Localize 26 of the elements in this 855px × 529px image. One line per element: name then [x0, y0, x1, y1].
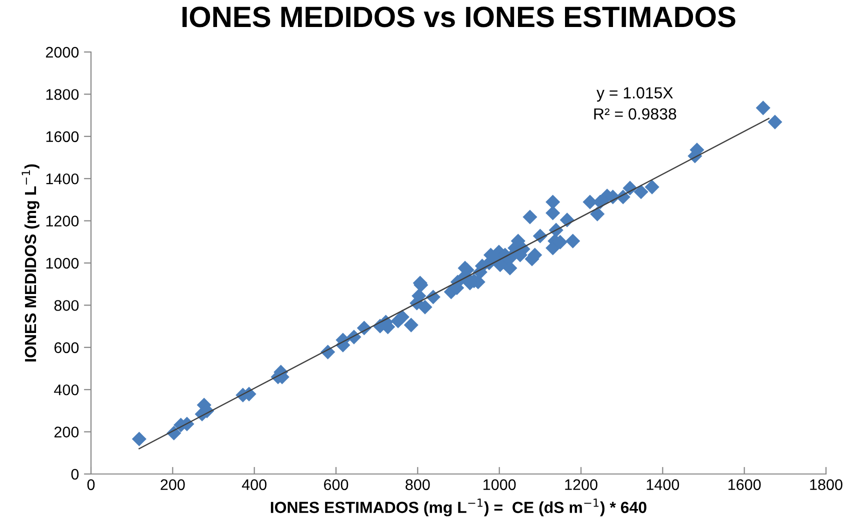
x-tick-label: 800 [406, 479, 430, 490]
x-tick-label: 1600 [728, 479, 761, 490]
y-tick-label: 400 [54, 384, 79, 396]
y-tick-label: 1600 [46, 131, 79, 142]
annotation: R² = 0.9838 [594, 108, 676, 120]
y-tick-label: 1200 [46, 216, 79, 226]
x-axis-title: IONES ESTIMADOS (mg L$^{−1}$) = CE (dS m$^{−1}$) * 640 [270, 498, 646, 516]
x-tick-label: 1200 [565, 479, 598, 490]
y-tick-label: 800 [54, 300, 79, 311]
chart-title: IONES MEDIDOS vs IONES ESTIMADOS [182, 6, 736, 28]
x-tick-label: 400 [242, 479, 266, 490]
y-axis-title: IONES MEDIDOS (mg L$^{−1}$) [22, 164, 40, 362]
x-tick-label: 0 [87, 479, 95, 490]
x-tick-label: 1000 [484, 479, 516, 490]
x-tick-label: 1800 [810, 479, 842, 490]
y-tick-label: 1000 [46, 258, 79, 269]
y-tick-label: 1800 [46, 89, 79, 100]
y-tick-label: 0 [71, 468, 79, 480]
y-tick-label: 1400 [46, 173, 79, 184]
annotation: y = 1.015X [596, 87, 673, 102]
y-tick-label: 200 [54, 426, 79, 438]
x-tick-label: 1400 [646, 479, 680, 490]
y-tick-label: 2000 [46, 46, 79, 58]
y-tick-label: 600 [54, 342, 79, 354]
x-tick-label: 200 [160, 479, 185, 490]
x-tick-label: 600 [324, 479, 348, 490]
